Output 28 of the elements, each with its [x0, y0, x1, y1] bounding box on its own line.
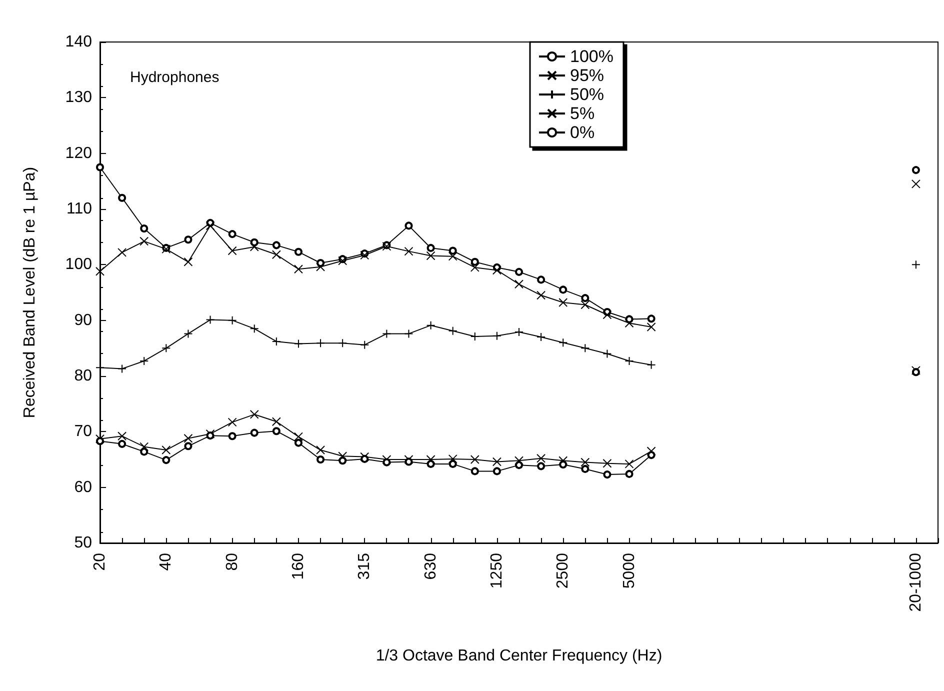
x-tick-label: 160: [290, 552, 307, 580]
x-tick-label: 5000: [620, 552, 638, 589]
legend-label: 50%: [570, 85, 604, 104]
legend-label: 0%: [570, 123, 595, 142]
y-tick-label: 130: [65, 89, 92, 106]
x-tick-label: 80: [224, 552, 241, 571]
y-tick-label: 60: [74, 478, 92, 496]
legend-label: 5%: [570, 104, 595, 123]
y-axis-title: Received Band Level (dB re 1 µPa): [22, 166, 38, 418]
y-tick-label: 110: [66, 200, 92, 218]
legend-label: 100%: [570, 47, 614, 66]
y-tick-label: 120: [65, 144, 92, 162]
x-tick-label: 315: [356, 552, 374, 580]
legend-label: 95%: [570, 66, 604, 85]
y-tick-label: 140: [65, 34, 92, 50]
y-tick-label: 70: [74, 423, 92, 440]
x-axis-title: 1/3 Octave Band Center Frequency (Hz): [376, 648, 662, 664]
x-tick-label: 1250: [488, 552, 506, 589]
x-tick-label: 40: [158, 552, 175, 571]
y-tick-label: 80: [74, 368, 92, 384]
annotation: Hydrophones: [130, 69, 220, 86]
y-tick-label: 100: [65, 256, 92, 274]
y-tick-label: 50: [74, 534, 92, 552]
y-tick-label: 90: [74, 312, 92, 329]
x-tick-label: 20-1000: [907, 552, 924, 612]
x-tick-label: 2500: [554, 552, 572, 589]
x-tick-label: 630: [422, 552, 440, 580]
x-tick-label: 20: [92, 552, 108, 571]
